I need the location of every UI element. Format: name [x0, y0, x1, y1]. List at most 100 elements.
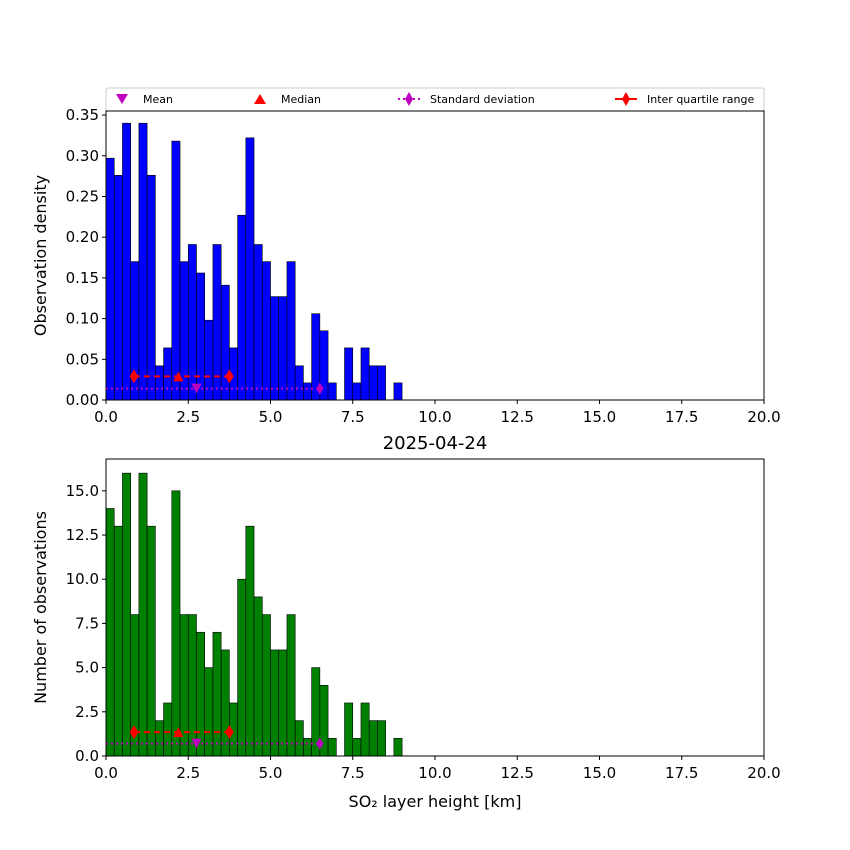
density-panel: 0.00 0.05 0.10 0.15 0.20 0.25 0.30 0.35 0.0 2.5 5… — [31, 106, 781, 426]
density-bar — [303, 382, 312, 401]
count-bar — [344, 702, 354, 757]
density-y-tick-label: 0.15 — [66, 269, 99, 287]
density-statistics — [106, 369, 324, 395]
density-std-marker — [316, 382, 324, 395]
count-median-marker — [173, 727, 184, 738]
count-bar — [237, 578, 247, 757]
legend-item-std: Standard deviation — [398, 92, 535, 106]
count-y-tick-label: 15.0 — [66, 482, 99, 500]
legend-label-mean: Mean — [143, 93, 173, 106]
density-bar — [294, 365, 304, 401]
count-mean-marker — [191, 738, 202, 749]
count-bar — [220, 649, 230, 757]
density-y-tick-label: 0.30 — [66, 147, 99, 165]
count-x-tick-label: 12.5 — [501, 764, 534, 782]
density-x-ticks: 0.0 2.5 5.0 7.5 10.0 12.5 15.0 17.5 20.0 — [94, 400, 781, 426]
chart-title: 2025-04-24 — [383, 433, 488, 454]
legend-mean-marker — [116, 94, 128, 104]
density-bar — [163, 347, 173, 401]
density-x-tick-label: 15.0 — [583, 408, 616, 426]
density-bar — [270, 296, 280, 401]
count-bar — [368, 720, 378, 757]
count-statistics — [106, 725, 324, 750]
count-bar — [212, 631, 222, 757]
density-bar — [155, 365, 164, 401]
count-bar — [270, 649, 280, 757]
count-bar — [171, 490, 181, 757]
legend-median-marker — [254, 94, 266, 104]
count-bar — [146, 525, 156, 757]
count-bars — [105, 472, 403, 757]
legend: Mean Median Standard deviation Inter qua… — [105, 87, 765, 112]
density-x-tick-label: 2.5 — [176, 408, 200, 426]
density-y-tick-label: 0.35 — [66, 106, 99, 124]
density-bar — [327, 382, 337, 401]
count-bar — [138, 472, 148, 757]
density-bar — [344, 347, 354, 401]
count-y-label: Number of observations — [31, 511, 50, 704]
count-x-tick-label: 20.0 — [747, 764, 780, 782]
density-x-tick-label: 17.5 — [665, 408, 698, 426]
count-bar — [113, 525, 123, 757]
count-bar — [393, 738, 403, 757]
x-axis-label: SO₂ layer height [km] — [349, 792, 522, 811]
density-bar — [146, 175, 156, 401]
density-bar — [393, 382, 403, 401]
count-x-tick-label: 17.5 — [665, 764, 698, 782]
count-y-tick-label: 5.0 — [75, 659, 99, 677]
count-panel: 0.0 2.5 5.0 7.5 10.0 12.5 15.0 0.0 2.5 5.0 7.5 10.… — [31, 458, 781, 811]
density-bar — [105, 157, 115, 401]
legend-label-std: Standard deviation — [430, 93, 535, 106]
density-y-tick-label: 0.00 — [66, 391, 99, 409]
count-bar — [360, 702, 370, 757]
count-x-tick-label: 2.5 — [176, 764, 200, 782]
density-iqr-marker — [225, 369, 234, 384]
density-bar — [261, 261, 271, 401]
count-bar — [253, 596, 263, 757]
count-bar — [261, 614, 271, 757]
density-y-tick-label: 0.05 — [66, 350, 99, 368]
density-x-tick-label: 7.5 — [341, 408, 365, 426]
count-y-tick-label: 12.5 — [66, 526, 99, 544]
density-bar — [138, 122, 148, 401]
count-bar — [163, 702, 173, 757]
count-y-tick-label: 7.5 — [75, 614, 99, 632]
count-bar — [286, 614, 296, 757]
density-y-tick-label: 0.10 — [66, 310, 99, 328]
count-bar — [377, 720, 386, 757]
density-y-tick-label: 0.25 — [66, 187, 99, 205]
density-bar — [278, 296, 288, 401]
density-y-tick-label: 0.20 — [66, 228, 99, 246]
count-x-tick-label: 10.0 — [418, 764, 451, 782]
density-bar — [360, 347, 370, 401]
count-bar — [187, 614, 197, 757]
legend-item-median: Median — [254, 93, 321, 106]
count-bar — [245, 525, 255, 757]
count-bar — [303, 738, 312, 757]
count-x-tick-label: 0.0 — [94, 764, 118, 782]
density-bar — [220, 284, 230, 401]
density-x-tick-label: 5.0 — [259, 408, 283, 426]
density-bars — [105, 122, 403, 401]
count-bar — [196, 631, 206, 757]
count-x-tick-label: 5.0 — [259, 764, 283, 782]
density-iqr-marker — [129, 369, 139, 384]
count-x-tick-label: 7.5 — [341, 764, 365, 782]
density-bar — [245, 137, 255, 401]
density-y-ticks: 0.00 0.05 0.10 0.15 0.20 0.25 0.30 0.35 — [66, 106, 106, 409]
count-y-ticks: 0.0 2.5 5.0 7.5 10.0 12.5 15.0 — [66, 482, 106, 765]
legend-label-median: Median — [281, 93, 321, 106]
density-bar — [377, 365, 386, 401]
count-bar — [294, 720, 304, 757]
count-iqr-marker — [129, 725, 139, 740]
legend-label-iqr: Inter quartile range — [647, 93, 754, 106]
count-y-tick-label: 10.0 — [66, 570, 99, 588]
density-bar — [352, 382, 362, 401]
density-bar — [113, 175, 123, 401]
count-x-tick-label: 15.0 — [583, 764, 616, 782]
count-x-ticks: 0.0 2.5 5.0 7.5 10.0 12.5 15.0 17.5 20.0 — [94, 756, 781, 782]
count-iqr-marker — [225, 725, 234, 740]
count-y-tick-label: 2.5 — [75, 703, 99, 721]
density-mean-marker — [191, 383, 202, 394]
